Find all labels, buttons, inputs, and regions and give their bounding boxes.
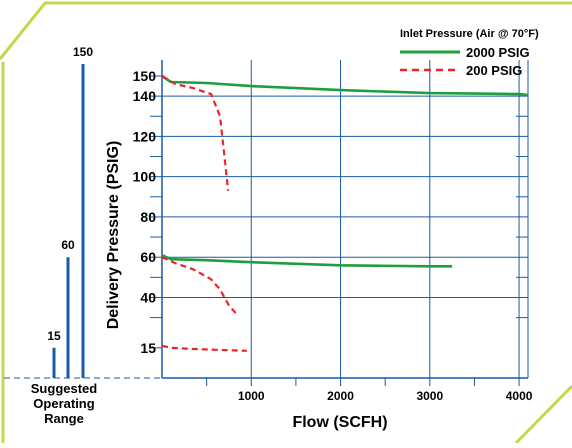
grid [162, 60, 528, 378]
legend-label-200: 200 PSIG [466, 63, 522, 78]
y-tick-label-100: 100 [133, 169, 157, 185]
y-tick-label-80: 80 [140, 209, 156, 225]
x-tick-label-1000: 1000 [238, 389, 265, 403]
y-tick-label-40: 40 [140, 289, 156, 305]
y-tick-label-140: 140 [133, 88, 157, 104]
range-label-line-1: Suggested [31, 381, 98, 396]
series-line-200-psig-set-60 [161, 256, 239, 317]
y-tick-label-150: 150 [133, 68, 157, 84]
series-line-200-psig-set-150 [161, 75, 230, 191]
series-line-2000-psig-set-60 [161, 254, 453, 268]
range-label-line-2: Operating [33, 396, 94, 411]
y-axis-label: Delivery Pressure (PSIG) [105, 141, 122, 330]
series-line-200-psig-set-15 [161, 344, 247, 352]
x-axis-label: Flow (SCFH) [292, 414, 387, 431]
frame-border-bottom [514, 384, 572, 445]
range-bar-label-150: 150 [73, 45, 93, 59]
y-tick-label-120: 120 [133, 128, 157, 144]
legend-title: Inlet Pressure (Air @ 70°F) [400, 28, 539, 40]
range-bar-label-15: 15 [47, 329, 61, 343]
axes: 15 40 60 80 100 120 140 150 1000 2000 3000 4000 [4, 60, 533, 403]
legend: Inlet Pressure (Air @ 70°F) 2000 PSIG 20… [400, 28, 539, 78]
series-line-2000-psig-set-150 [161, 74, 529, 97]
y-tick-label-60: 60 [140, 249, 156, 265]
x-tick-label-4000: 4000 [506, 389, 533, 403]
frame-border-top [0, 1, 572, 60]
range-bar-label-60: 60 [61, 238, 75, 252]
series-group [161, 74, 529, 352]
x-tick-label-2000: 2000 [327, 389, 354, 403]
legend-label-2000: 2000 PSIG [466, 45, 530, 60]
y-tick-label-15: 15 [140, 340, 156, 356]
range-label-line-3: Range [44, 411, 84, 426]
x-tick-label-3000: 3000 [416, 389, 443, 403]
